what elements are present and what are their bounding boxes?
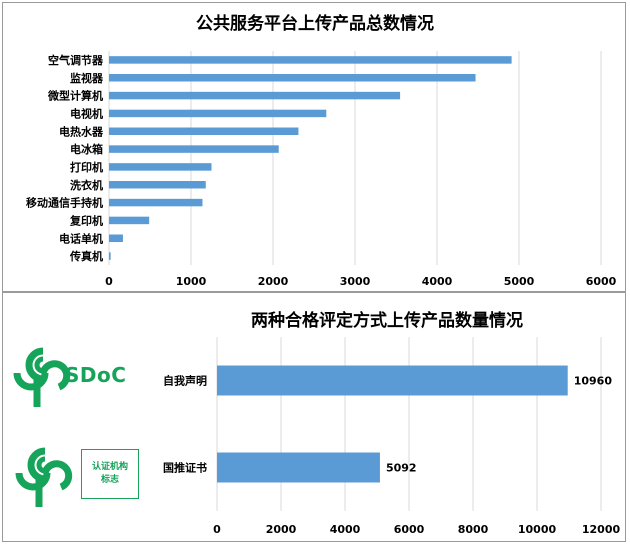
bar — [109, 74, 476, 82]
bar — [109, 252, 111, 260]
bar — [109, 91, 401, 100]
x-tick-label: 4000 — [330, 523, 361, 536]
category-label: 微型计算机 — [47, 89, 103, 103]
category-label: 国推证书 — [163, 461, 207, 475]
x-tick-label: 3000 — [340, 275, 371, 288]
cgp-cert-logo-icon — [15, 443, 75, 513]
cgp-sdoc-logo-icon — [13, 343, 73, 413]
x-tick-label: 0 — [105, 275, 113, 288]
x-tick-label: 8000 — [458, 523, 489, 536]
category-label: 电热水器 — [59, 124, 104, 138]
bar — [109, 127, 299, 135]
category-label: 电冰箱 — [70, 142, 103, 156]
cert-box-line2: 标志 — [100, 475, 119, 485]
cert-box-line1: 认证机构 — [91, 462, 128, 472]
chart-title: 公共服务平台上传产品总数情况 — [196, 13, 434, 34]
product-total-chart: 公共服务平台上传产品总数情况 0 1000 2000 3000 4000 5000 6000 空… — [26, 13, 617, 288]
x-tick-label: 2000 — [266, 523, 297, 536]
category-label: 传真机 — [69, 249, 103, 263]
bar — [109, 216, 150, 225]
category-label: 打印机 — [70, 160, 103, 174]
category-label: 电话单机 — [59, 231, 103, 245]
category-label: 移动通信手持机 — [26, 196, 103, 210]
category-label: 电视机 — [70, 106, 103, 120]
assessment-method-chart: 两种合格评定方式上传产品数量情况 0 2000 4000 6000 8000 10000 12… — [163, 310, 621, 536]
x-tick-label: 1000 — [176, 275, 207, 288]
chart-title: 两种合格评定方式上传产品数量情况 — [251, 310, 523, 331]
bar — [109, 181, 206, 189]
bar — [109, 234, 123, 242]
category-label: 自我声明 — [163, 374, 207, 388]
category-label: 监视器 — [70, 71, 104, 85]
bar — [109, 145, 279, 153]
sdoc-logo-text: SDoC — [65, 363, 127, 387]
bar — [109, 163, 212, 171]
cert-agency-mark-box: 认证机构 标志 — [81, 449, 139, 499]
x-tick-label: 0 — [213, 523, 221, 536]
bar — [109, 109, 327, 118]
x-tick-label: 10000 — [518, 523, 557, 536]
x-tick-label: 5000 — [504, 275, 535, 288]
category-label: 洗衣机 — [70, 178, 103, 192]
top-chart-panel: 公共服务平台上传产品总数情况 0 1000 2000 3000 4000 5000 6000 空… — [2, 2, 626, 292]
data-label: 10960 — [574, 375, 613, 388]
data-label: 5092 — [386, 462, 417, 475]
bar — [217, 365, 568, 396]
bottom-chart-panel: 两种合格评定方式上传产品数量情况 0 2000 4000 6000 8000 10000 12… — [2, 292, 626, 542]
bar — [217, 452, 380, 483]
category-label: 空气调节器 — [48, 53, 104, 67]
category-label: 复印机 — [69, 213, 103, 227]
x-tick-label: 6000 — [394, 523, 425, 536]
bar — [109, 56, 512, 64]
x-tick-label: 6000 — [586, 275, 617, 288]
bar — [109, 198, 203, 207]
x-tick-label: 2000 — [258, 275, 289, 288]
x-tick-label: 12000 — [582, 523, 621, 536]
x-tick-label: 4000 — [422, 275, 453, 288]
